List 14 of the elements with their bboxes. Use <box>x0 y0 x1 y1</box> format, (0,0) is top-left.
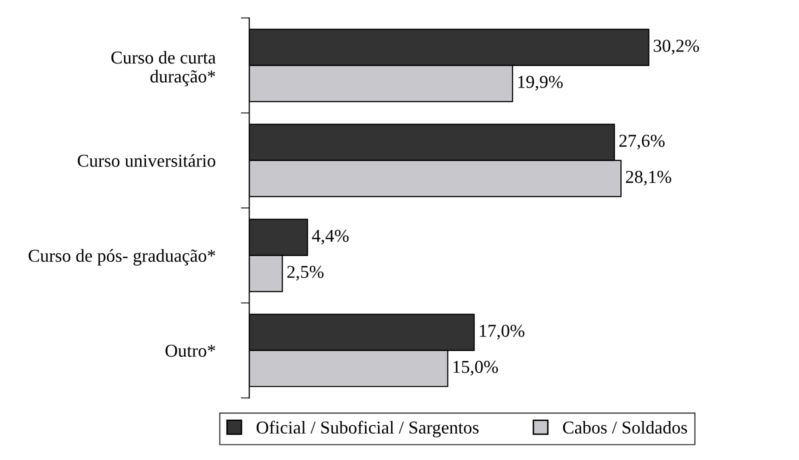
y-tick-label: Curso de curta duração* <box>111 50 216 86</box>
y-tick-label: Curso de pós- graduação* <box>28 249 216 266</box>
data-label: 28,1% <box>626 170 672 186</box>
data-label: 17,0% <box>480 324 524 340</box>
legend-label: Oficial / Suboficial / Sargentos <box>256 420 479 438</box>
data-label: 4,4% <box>312 230 349 244</box>
data-label: 2,5% <box>287 266 324 281</box>
y-tick-label: Outro* <box>166 344 216 357</box>
data-label: 15,0% <box>453 360 498 376</box>
data-label: 27,6% <box>619 134 665 150</box>
y-tick-label: Curso universitário <box>78 154 216 167</box>
legend-label: Cabos / Soldados <box>563 420 688 434</box>
data-label: 19,9% <box>518 76 563 91</box>
data-label: 30,2% <box>654 40 699 55</box>
